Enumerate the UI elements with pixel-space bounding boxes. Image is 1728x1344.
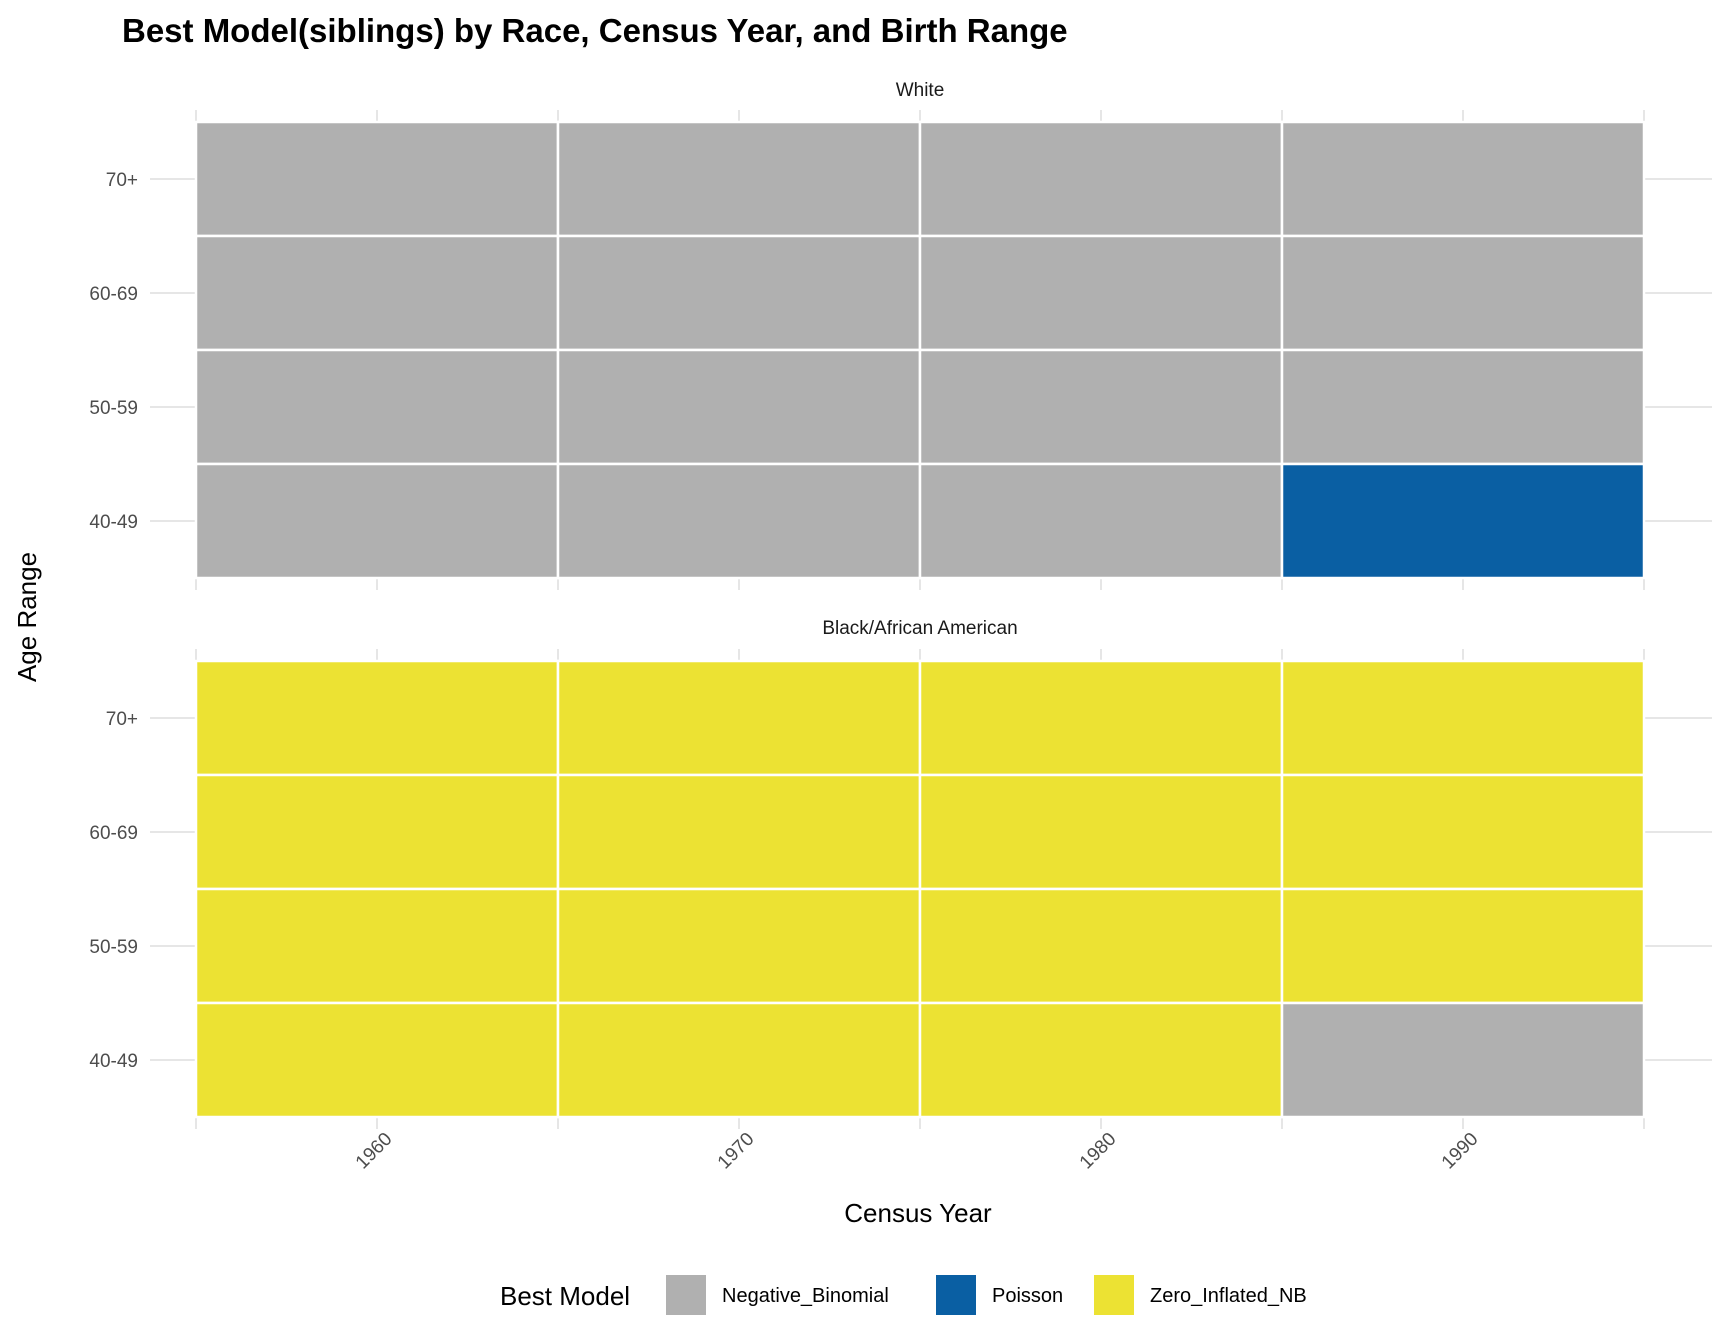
heatmap-tile-1970-40-49 (556, 1001, 922, 1119)
heatmap-tile-1960-60-69 (194, 773, 560, 891)
legend-title: Best Model (500, 1281, 630, 1311)
x-tick-label: 1980 (1076, 1129, 1121, 1174)
chart-title: Best Model(siblings) by Race, Census Yea… (122, 12, 1068, 49)
y-tick-label: 40-49 (89, 1051, 138, 1072)
heatmap-tile-1980-70 (918, 659, 1284, 777)
y-tick-label: 70+ (106, 170, 138, 191)
heatmap-tile-1980-60-69 (918, 773, 1284, 891)
heatmap-tile-1970-50-59 (556, 348, 922, 466)
legend-label: Poisson (992, 1285, 1063, 1307)
x-tick-label: 1960 (352, 1129, 397, 1174)
x-tick-label: 1990 (1438, 1129, 1483, 1174)
heatmap-tile-1980-40-49 (918, 1001, 1284, 1119)
legend-key (936, 1275, 976, 1315)
heatmap-tile-1980-60-69 (918, 234, 1284, 352)
heatmap-tile-1970-60-69 (556, 773, 922, 891)
y-tick-label: 70+ (106, 709, 138, 730)
heatmap-tile-1990-50-59 (1280, 887, 1646, 1005)
y-axis-title: Age Range (12, 552, 42, 682)
y-tick-label: 50-59 (89, 398, 138, 419)
heatmap-tile-1990-70 (1280, 659, 1646, 777)
heatmap-tile-1990-40-49 (1280, 462, 1646, 580)
legend-label: Zero_Inflated_NB (1150, 1285, 1307, 1307)
x-tick-label: 1970 (714, 1129, 759, 1174)
heatmap-tile-1970-50-59 (556, 887, 922, 1005)
heatmap-tile-1970-70 (556, 120, 922, 238)
legend-key (666, 1275, 706, 1315)
y-tick-label: 60-69 (89, 823, 138, 844)
heatmap-tile-1980-50-59 (918, 348, 1284, 466)
legend-item-poisson: Poisson (936, 1275, 1063, 1315)
legend-label: Negative_Binomial (722, 1285, 889, 1307)
heatmap-tile-1960-50-59 (194, 887, 560, 1005)
heatmap-tile-1970-60-69 (556, 234, 922, 352)
heatmap-tile-1970-40-49 (556, 462, 922, 580)
heatmap-tile-1970-70 (556, 659, 922, 777)
heatmap-tile-1960-40-49 (194, 1001, 560, 1119)
x-axis-tick-labels: 1960 1970 1980 1990 (352, 1129, 1483, 1174)
legend-item-zero-inflated-nb: Zero_Inflated_NB (1094, 1275, 1307, 1315)
y-tick-label: 50-59 (89, 937, 138, 958)
legend-item-negative-binomial: Negative_Binomial (666, 1275, 889, 1315)
heatmap-tile-1980-50-59 (918, 887, 1284, 1005)
panel-black-african-american: Black/African American 40-49 50-59 60-69 70+ (89, 618, 1712, 1129)
heatmap-tile-1960-50-59 (194, 348, 560, 466)
facet-strip-label: White (896, 80, 945, 101)
y-tick-label: 40-49 (89, 512, 138, 533)
heatmap-tile-1990-70 (1280, 120, 1646, 238)
heatmap-tile-1990-60-69 (1280, 773, 1646, 891)
x-axis-title: Census Year (844, 1198, 992, 1228)
legend: Best Model Negative_Binomial Poisson Zero_… (500, 1275, 1307, 1315)
heatmap-tile-1980-70 (918, 120, 1284, 238)
facet-strip-label: Black/African American (822, 618, 1017, 639)
y-tick-label: 60-69 (89, 284, 138, 305)
heatmap-tile-1960-70 (194, 120, 560, 238)
legend-key (1094, 1275, 1134, 1315)
heatmap-tile-1990-60-69 (1280, 234, 1646, 352)
heatmap-tile-1980-40-49 (918, 462, 1284, 580)
heatmap-tile-1960-40-49 (194, 462, 560, 580)
heatmap-tile-1960-70 (194, 659, 560, 777)
heatmap-tile-1960-60-69 (194, 234, 560, 352)
heatmap-tile-1990-40-49 (1280, 1001, 1646, 1119)
heatmap-tile-1990-50-59 (1280, 348, 1646, 466)
panel-white: White 40-49 50-59 60-69 70+ (89, 80, 1712, 590)
